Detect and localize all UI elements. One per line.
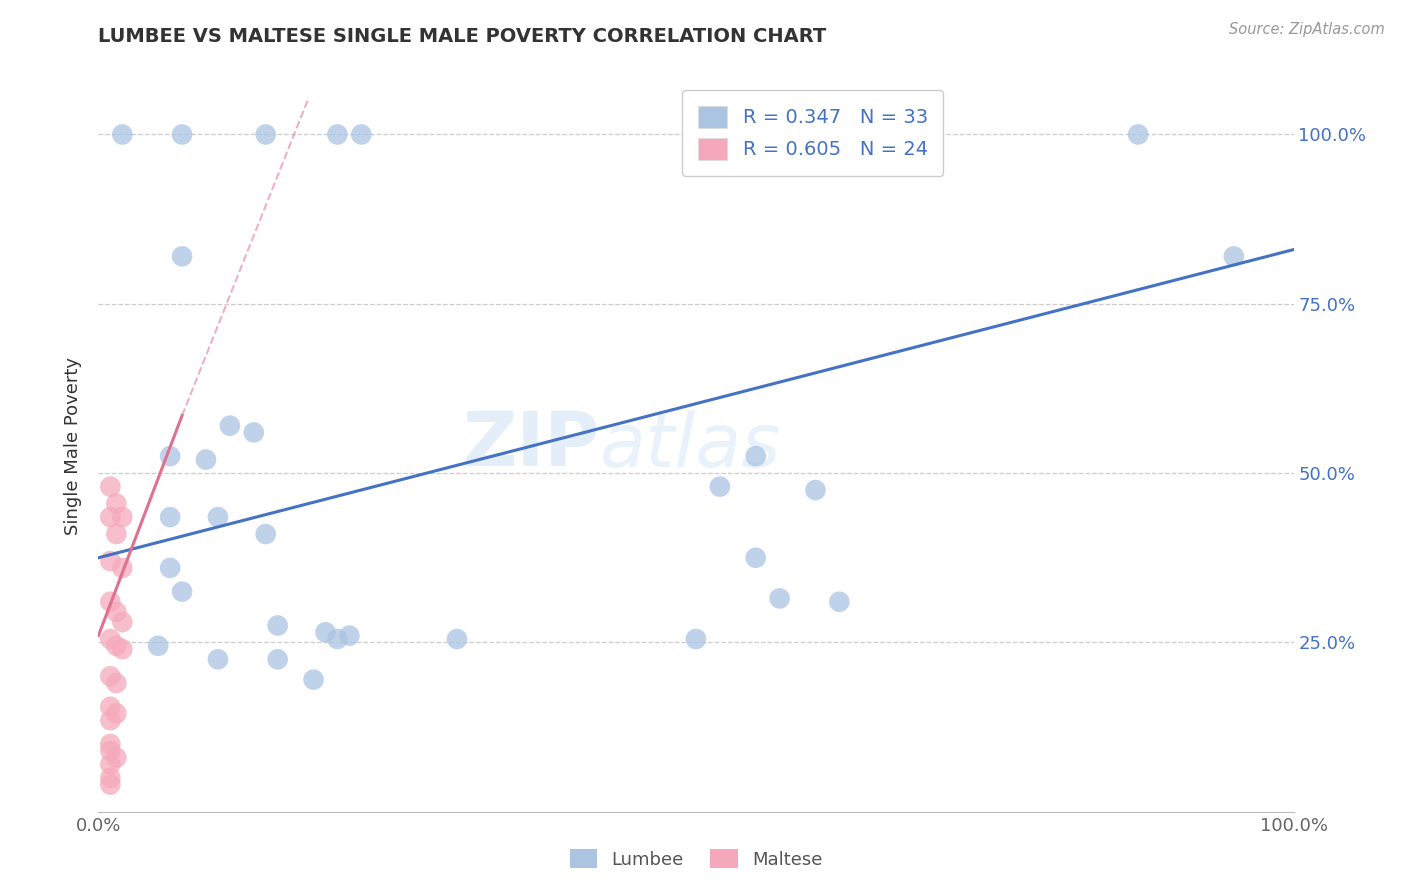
Point [105,527,128,541]
Point [98,737,122,751]
Point [254,128,277,142]
Point [148,639,170,653]
Point [745,449,768,463]
Point [194,452,218,467]
Point [685,632,707,646]
Point [105,639,128,653]
Point [105,605,128,619]
Point [111,561,134,575]
Point [98,510,122,524]
Point [350,128,373,142]
Point [111,128,134,142]
Point [207,652,229,666]
Text: atlas: atlas [600,410,782,482]
Point [105,706,128,721]
Point [172,584,194,599]
Point [267,618,290,632]
Point [326,632,349,646]
Point [98,480,122,494]
Point [302,673,325,687]
Point [98,554,122,568]
Point [98,714,122,728]
Point [98,757,122,772]
Point [172,128,194,142]
Point [98,778,122,792]
Text: ZIP: ZIP [463,409,600,483]
Point [267,652,290,666]
Legend: Lumbee, Maltese: Lumbee, Maltese [562,841,830,876]
Point [446,632,468,646]
Point [98,771,122,785]
Point [111,642,134,657]
Point [159,561,181,575]
Point [105,750,128,764]
Point [339,629,360,643]
Point [243,425,266,440]
Text: LUMBEE VS MALTESE SINGLE MALE POVERTY CORRELATION CHART: LUMBEE VS MALTESE SINGLE MALE POVERTY CO… [98,27,827,45]
Point [111,615,134,629]
Point [105,497,128,511]
Point [326,128,349,142]
Point [1222,249,1246,263]
Text: Source: ZipAtlas.com: Source: ZipAtlas.com [1229,22,1385,37]
Point [1128,128,1150,142]
Point [98,632,122,646]
Point [159,510,181,524]
Point [105,676,128,690]
Point [111,510,134,524]
Point [98,744,122,758]
Point [219,418,242,433]
Point [207,510,229,524]
Point [745,550,768,565]
Y-axis label: Single Male Poverty: Single Male Poverty [65,357,83,535]
Point [768,591,790,606]
Point [709,480,731,494]
Point [172,249,194,263]
Point [98,669,122,683]
Point [254,527,277,541]
Point [804,483,827,497]
Point [98,595,122,609]
Point [315,625,337,640]
Point [159,449,181,463]
Point [98,699,122,714]
Point [828,595,851,609]
